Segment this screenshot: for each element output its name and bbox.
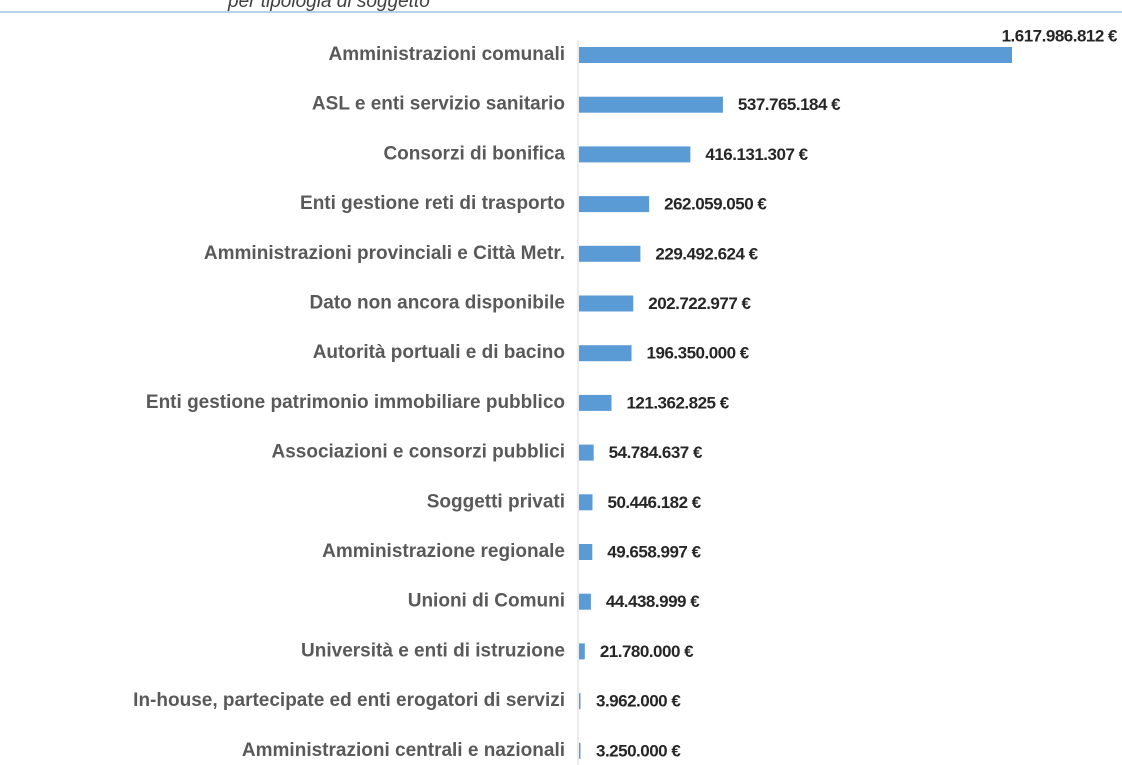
bar [579,96,723,113]
value-label: 3.250.000 € [596,741,681,760]
bar [579,295,634,312]
value-label: 44.438.999 € [606,592,700,611]
bar [579,494,593,511]
category-label: Enti gestione reti di trasporto [300,193,565,214]
bar [579,394,612,411]
bar [579,643,585,660]
value-label: 537.765.184 € [738,95,841,114]
bar [579,245,641,262]
value-label: 50.446.182 € [608,493,702,512]
category-label: Soggetti privati [427,491,565,512]
value-label: 229.492.624 € [655,244,758,263]
bar [579,693,581,710]
category-label: Università e enti di istruzione [301,640,565,661]
bar [579,444,594,461]
bar [579,196,650,213]
value-label: 416.131.307 € [705,145,808,164]
bar [579,146,691,163]
bar [579,345,632,362]
value-label: 21.780.000 € [600,642,694,661]
value-label: 3.962.000 € [596,692,681,711]
bar [579,593,591,610]
category-label: In-house, partecipate ed enti erogatori … [133,690,565,711]
category-label: Consorzi di bonifica [383,143,565,164]
category-label: Amministrazioni provinciali e Città Metr… [204,243,565,264]
category-label: ASL e enti servizio sanitario [312,94,565,115]
value-label: 54.784.637 € [609,443,703,462]
category-label: Enti gestione patrimonio immobiliare pub… [146,392,565,413]
bar [579,544,593,560]
bar [579,742,581,759]
value-label: 1.617.986.812 € [1002,26,1118,45]
chart-title: per tipologia di soggetto [227,0,430,12]
value-label: 121.362.825 € [626,393,729,412]
value-label: 196.350.000 € [647,344,750,363]
bar [579,47,1012,63]
category-label: Amministrazione regionale [322,541,565,562]
value-label: 262.059.050 € [664,195,767,214]
category-label: Amministrazioni centrali e nazionali [242,740,565,761]
value-label: 49.658.997 € [607,542,701,561]
category-label: Amministrazioni comunali [329,44,565,65]
category-label: Autorità portuali e di bacino [313,342,565,363]
category-label: Unioni di Comuni [408,591,565,612]
category-label: Dato non ancora disponibile [310,293,565,314]
value-label: 202.722.977 € [648,294,751,313]
category-label: Associazioni e consorzi pubblici [272,442,566,463]
